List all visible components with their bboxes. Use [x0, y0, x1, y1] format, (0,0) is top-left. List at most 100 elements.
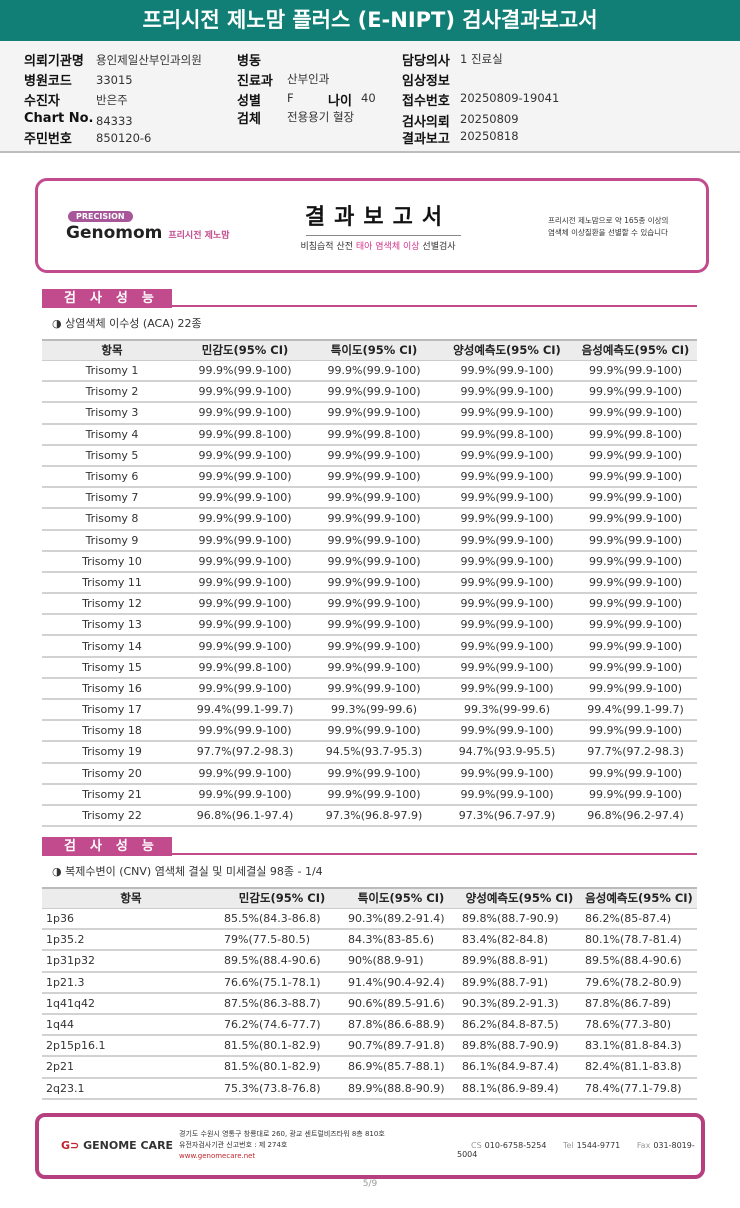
metric-cell: 99.9%(99.9-100) [182, 720, 308, 743]
metric-cell: 99.9%(99.9-100) [440, 550, 574, 573]
receipt-value: 20250809-19041 [460, 91, 560, 105]
metric-cell: 99.9%(99.8-100) [182, 656, 308, 679]
metric-cell: 99.3%(99-99.6) [440, 699, 574, 722]
genomom-logo: Genomom 프리시전 제노맘 [66, 223, 229, 243]
section1-heading: 검사성능 [42, 287, 697, 308]
fax-label: Fax [636, 1141, 651, 1150]
metric-cell: 99.9%(99.9-100) [182, 444, 308, 467]
address: 경기도 수원시 영통구 창룡대로 260, 광교 센트럴비즈타워 8층 810호 [179, 1130, 385, 1138]
metric-cell: 91.4%(90.4-92.4) [344, 971, 458, 994]
table-row: Trisomy 16 99.9%(99.9-100) 99.9%(99.9-100)… [42, 677, 697, 701]
metric-cell: 99.9%(99.9-100) [182, 487, 308, 510]
metric-cell: 89.9%(88.7-91) [458, 971, 581, 994]
note-line-2: 염색체 이상질환을 선별할 수 있습니다 [548, 228, 668, 237]
metric-cell: 99.9%(99.9-100) [574, 360, 697, 383]
metric-cell: 99.9%(99.9-100) [440, 360, 574, 383]
chart-label: Chart No. [24, 111, 94, 126]
sex-label: 성별 [237, 94, 261, 109]
receipt-label: 접수번호 [402, 94, 450, 109]
metric-cell: 99.9%(99.9-100) [574, 487, 697, 510]
metric-cell: 99.9%(99.9-100) [574, 593, 697, 616]
item-cell: Trisomy 3 [42, 402, 182, 425]
table-row: Trisomy 3 99.9%(99.9-100) 99.9%(99.9-100) 9… [42, 402, 697, 425]
metric-cell: 99.9%(99.9-100) [440, 614, 574, 637]
id-value: 850120-6 [96, 131, 152, 145]
table-row: 1q44 76.2%(74.6-77.7) 87.8%(86.6-88.9) 86.2… [42, 1013, 697, 1037]
metric-cell: 99.9%(99.9-100) [182, 550, 308, 573]
request-label: 검사의뢰 [402, 115, 450, 130]
patient-info-panel: 의뢰기관명 용인제일산부인과의원 병원코드 33015 수진자 반은주 Char… [0, 41, 740, 153]
dept-value: 산부인과 [287, 72, 330, 86]
metric-cell: 99.9%(99.9-100) [574, 783, 697, 806]
website-link[interactable]: www.genomecare.net [179, 1152, 256, 1160]
doctor-value: 1 진료실 [460, 52, 503, 66]
section2-heading: 검사성능 [42, 835, 697, 856]
metric-cell: 86.9%(85.7-88.1) [344, 1056, 458, 1079]
table-row: Trisomy 6 99.9%(99.9-100) 99.9%(99.9-100) 9… [42, 465, 697, 489]
table-row: Trisomy 15 99.9%(99.8-100) 99.9%(99.9-100)… [42, 656, 697, 679]
note-line-1: 프리시전 제노맘으로 약 165종 이상의 [548, 216, 669, 225]
metric-cell: 99.9%(99.9-100) [308, 635, 440, 658]
item-cell: Trisomy 8 [42, 508, 182, 531]
item-cell: 1q41q42 [42, 992, 220, 1015]
code-value: 33015 [96, 73, 133, 87]
metric-cell: 86.1%(84.9-87.4) [458, 1056, 581, 1079]
metric-cell: 81.5%(80.1-82.9) [220, 1056, 344, 1079]
metric-cell: 99.9%(99.9-100) [440, 762, 574, 785]
metric-cell: 99.9%(99.9-100) [308, 487, 440, 510]
metric-cell: 99.9%(99.9-100) [574, 677, 697, 701]
item-cell: Trisomy 7 [42, 487, 182, 510]
metric-cell: 99.9%(99.9-100) [182, 783, 308, 806]
item-cell: 1q44 [42, 1013, 220, 1037]
table-row: Trisomy 13 99.9%(99.9-100) 99.9%(99.9-100)… [42, 614, 697, 637]
table-row: Trisomy 12 99.9%(99.9-100) 99.9%(99.9-100)… [42, 593, 697, 616]
section2-subtitle: ◑ 복제수변이 (CNV) 염색체 결실 및 미세결실 98종 - 1/4 [52, 865, 323, 878]
patient-value: 반은주 [96, 93, 128, 107]
table-row: Trisomy 4 99.9%(99.8-100) 99.9%(99.8-100) 9… [42, 423, 697, 446]
metric-cell: 99.9%(99.9-100) [440, 444, 574, 467]
tel-value: 1544-9771 [576, 1141, 621, 1150]
table-row: Trisomy 10 99.9%(99.9-100) 99.9%(99.9-100)… [42, 550, 697, 573]
metric-cell: 99.4%(99.1-99.7) [574, 699, 697, 722]
item-cell: Trisomy 4 [42, 423, 182, 446]
table-row: Trisomy 7 99.9%(99.9-100) 99.9%(99.9-100) 9… [42, 487, 697, 510]
item-cell: Trisomy 1 [42, 360, 182, 383]
item-cell: Trisomy 20 [42, 762, 182, 785]
metric-cell: 99.9%(99.9-100) [182, 465, 308, 489]
dept-label: 진료과 [237, 74, 273, 89]
metric-cell: 78.4%(77.1-79.8) [581, 1077, 697, 1100]
item-cell: 1p31p32 [42, 950, 220, 973]
metric-cell: 99.9%(99.9-100) [440, 487, 574, 510]
metric-cell: 89.8%(88.7-90.9) [458, 908, 581, 931]
metric-cell: 89.9%(88.8-90.9) [344, 1077, 458, 1100]
metric-cell: 99.9%(99.9-100) [308, 402, 440, 425]
metric-cell: 89.8%(88.7-90.9) [458, 1035, 581, 1058]
genome-care-logo: G⊃ GENOME CARE [61, 1139, 173, 1152]
table-row: Trisomy 18 99.9%(99.9-100) 99.9%(99.9-100)… [42, 720, 697, 743]
metric-cell: 99.9%(99.8-100) [574, 423, 697, 446]
table-row: 1q41q42 87.5%(86.3-88.7) 90.6%(89.5-91.6) 9… [42, 992, 697, 1015]
table-row: 2p21 81.5%(80.1-82.9) 86.9%(85.7-88.1) 86.1… [42, 1056, 697, 1079]
metric-cell: 99.9%(99.9-100) [182, 381, 308, 404]
metric-cell: 79.6%(78.2-80.9) [581, 971, 697, 994]
metric-cell: 99.9%(99.9-100) [308, 677, 440, 701]
metric-cell: 90.7%(89.7-91.8) [344, 1035, 458, 1058]
metric-cell: 99.9%(99.9-100) [574, 508, 697, 531]
item-cell: Trisomy 19 [42, 741, 182, 764]
gc-logo-icon: G⊃ [61, 1139, 80, 1152]
ward-label: 병동 [237, 54, 261, 69]
metric-cell: 83.4%(82-84.8) [458, 929, 581, 952]
item-cell: Trisomy 6 [42, 465, 182, 489]
metric-cell: 99.9%(99.9-100) [182, 402, 308, 425]
metric-cell: 99.9%(99.9-100) [308, 720, 440, 743]
report-label: 결과보고 [402, 132, 450, 147]
metric-cell: 99.9%(99.8-100) [308, 423, 440, 446]
column-header: 양성예측도(95% CI) [458, 887, 581, 909]
metric-cell: 99.9%(99.9-100) [182, 614, 308, 637]
aca-performance-table: 항목 민감도(95% CI) 특이도(95% CI) 양성예측도(95% CI) 음성예… [42, 339, 697, 828]
page-number: 5/9 [362, 1179, 378, 1189]
metric-cell: 76.2%(74.6-77.7) [220, 1013, 344, 1037]
metric-cell: 97.3%(96.8-97.9) [308, 804, 440, 828]
metric-cell: 87.8%(86.6-88.9) [344, 1013, 458, 1037]
